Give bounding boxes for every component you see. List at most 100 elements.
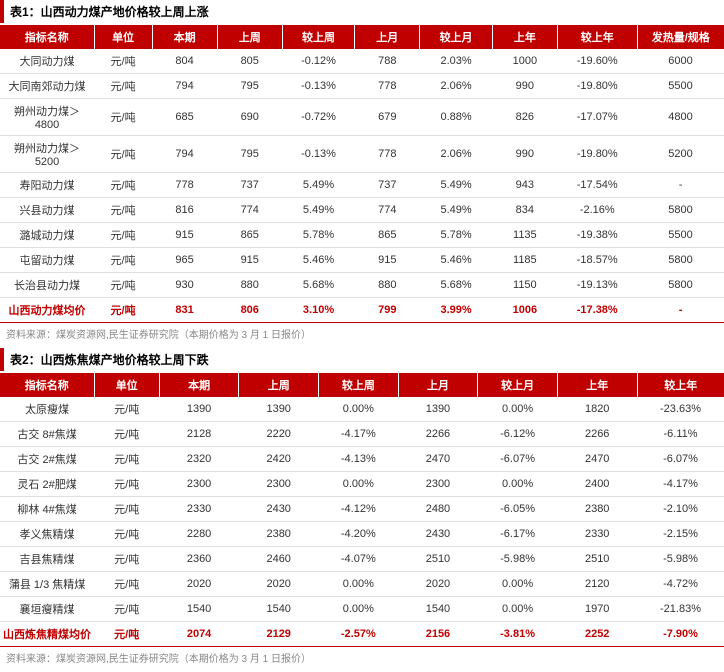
table-cell: -5.98% bbox=[478, 547, 558, 572]
table-cell: 2380 bbox=[239, 522, 319, 547]
table1-block: 表1：山西动力煤产地价格较上周上涨 指标名称单位本期上周较上周上月较上月上年较上… bbox=[0, 0, 724, 344]
table-cell: -0.13% bbox=[282, 136, 354, 173]
table-cell: 2480 bbox=[398, 497, 478, 522]
avg-cell: - bbox=[637, 298, 724, 323]
table-cell: -4.17% bbox=[319, 422, 399, 447]
table-cell: -4.20% bbox=[319, 522, 399, 547]
table-cell: 0.00% bbox=[319, 597, 399, 622]
table-cell: 1000 bbox=[492, 49, 557, 74]
table2-body: 太原瘦煤元/吨139013900.00%13900.00%1820-23.63%… bbox=[0, 397, 724, 647]
table-cell: -4.13% bbox=[319, 447, 399, 472]
table-cell: 915 bbox=[152, 223, 217, 248]
table-row: 灵石 2#肥煤元/吨230023000.00%23000.00%2400-4.1… bbox=[0, 472, 724, 497]
avg-cell: 2074 bbox=[159, 622, 239, 647]
table-cell: 5.78% bbox=[282, 223, 354, 248]
table-cell: -19.80% bbox=[557, 136, 637, 173]
table-cell: -6.07% bbox=[478, 447, 558, 472]
table-cell: 990 bbox=[492, 136, 557, 173]
avg-row: 山西动力煤均价元/吨8318063.10%7993.99%1006-17.38%… bbox=[0, 298, 724, 323]
table-cell: 吉县焦精煤 bbox=[0, 547, 94, 572]
avg-cell: 2156 bbox=[398, 622, 478, 647]
table-cell: -0.72% bbox=[282, 99, 354, 136]
table2: 指标名称单位本期上周较上周上月较上月上年较上年 太原瘦煤元/吨139013900… bbox=[0, 373, 724, 647]
table-cell: -19.13% bbox=[557, 273, 637, 298]
table-cell: 古交 2#焦煤 bbox=[0, 447, 94, 472]
table-cell: 2430 bbox=[239, 497, 319, 522]
table-cell: 5.49% bbox=[282, 173, 354, 198]
avg-cell: 山西动力煤均价 bbox=[0, 298, 94, 323]
table-cell: 0.00% bbox=[319, 397, 399, 422]
table1-body: 大同动力煤元/吨804805-0.12%7882.03%1000-19.60%6… bbox=[0, 49, 724, 323]
table-cell: 2128 bbox=[159, 422, 239, 447]
table-cell: 屯留动力煤 bbox=[0, 248, 94, 273]
table-row: 朔州动力煤＞4800元/吨685690-0.72%6790.88%826-17.… bbox=[0, 99, 724, 136]
table-cell: 737 bbox=[355, 173, 420, 198]
table-cell: 朔州动力煤＞4800 bbox=[0, 99, 94, 136]
table-cell: 774 bbox=[355, 198, 420, 223]
table-cell: 朔州动力煤＞5200 bbox=[0, 136, 94, 173]
table-row: 长治县动力煤元/吨9308805.68%8805.68%1150-19.13%5… bbox=[0, 273, 724, 298]
table-cell: 元/吨 bbox=[94, 472, 159, 497]
table-cell: -6.17% bbox=[478, 522, 558, 547]
table-cell: 965 bbox=[152, 248, 217, 273]
column-header: 较上月 bbox=[478, 373, 558, 397]
table-row: 大同动力煤元/吨804805-0.12%7882.03%1000-19.60%6… bbox=[0, 49, 724, 74]
table-cell: 685 bbox=[152, 99, 217, 136]
table-row: 大同南郊动力煤元/吨794795-0.13%7782.06%990-19.80%… bbox=[0, 74, 724, 99]
avg-cell: 2252 bbox=[557, 622, 637, 647]
table-cell: 0.00% bbox=[478, 597, 558, 622]
table-cell: -4.72% bbox=[637, 572, 724, 597]
table-cell: -19.80% bbox=[557, 74, 637, 99]
table-cell: 1185 bbox=[492, 248, 557, 273]
avg-cell: 3.10% bbox=[282, 298, 354, 323]
table-cell: 2360 bbox=[159, 547, 239, 572]
table-cell: 2320 bbox=[159, 447, 239, 472]
table-cell: 1970 bbox=[557, 597, 637, 622]
table-cell: -18.57% bbox=[557, 248, 637, 273]
column-header: 较上周 bbox=[282, 25, 354, 49]
table2-title: 表2：山西炼焦煤产地价格较上周下跌 bbox=[0, 348, 724, 371]
table-cell: 0.00% bbox=[319, 572, 399, 597]
table-cell: 804 bbox=[152, 49, 217, 74]
table-row: 朔州动力煤＞5200元/吨794795-0.13%7782.06%990-19.… bbox=[0, 136, 724, 173]
table-cell: 2300 bbox=[398, 472, 478, 497]
table-row: 古交 8#焦煤元/吨21282220-4.17%2266-6.12%2266-6… bbox=[0, 422, 724, 447]
table-cell: 2470 bbox=[398, 447, 478, 472]
table-cell: -0.13% bbox=[282, 74, 354, 99]
column-header: 上月 bbox=[398, 373, 478, 397]
table-row: 古交 2#焦煤元/吨23202420-4.13%2470-6.07%2470-6… bbox=[0, 447, 724, 472]
table-cell: 元/吨 bbox=[94, 223, 152, 248]
table-cell: 915 bbox=[217, 248, 282, 273]
table-row: 柳林 4#焦煤元/吨23302430-4.12%2480-6.05%2380-2… bbox=[0, 497, 724, 522]
avg-row: 山西炼焦精煤均价元/吨20742129-2.57%2156-3.81%2252-… bbox=[0, 622, 724, 647]
table-cell: 930 bbox=[152, 273, 217, 298]
table-cell: 寿阳动力煤 bbox=[0, 173, 94, 198]
table-cell: 元/吨 bbox=[94, 397, 159, 422]
table-cell: -17.54% bbox=[557, 173, 637, 198]
table-cell: 2380 bbox=[557, 497, 637, 522]
table-cell: 元/吨 bbox=[94, 547, 159, 572]
table-cell: 737 bbox=[217, 173, 282, 198]
table-cell: 795 bbox=[217, 74, 282, 99]
table-row: 孝义焦精煤元/吨22802380-4.20%2430-6.17%2330-2.1… bbox=[0, 522, 724, 547]
avg-cell: 2129 bbox=[239, 622, 319, 647]
table-cell: 1390 bbox=[159, 397, 239, 422]
column-header: 上年 bbox=[492, 25, 557, 49]
avg-cell: 799 bbox=[355, 298, 420, 323]
column-header: 发热量/规格 bbox=[637, 25, 724, 49]
table-cell: 襄垣瘦精煤 bbox=[0, 597, 94, 622]
table-cell: 880 bbox=[217, 273, 282, 298]
avg-cell: -2.57% bbox=[319, 622, 399, 647]
table-cell: 1150 bbox=[492, 273, 557, 298]
table-cell: 2510 bbox=[398, 547, 478, 572]
table-cell: 943 bbox=[492, 173, 557, 198]
table-cell: 2020 bbox=[398, 572, 478, 597]
table-cell: -19.38% bbox=[557, 223, 637, 248]
table-cell: 元/吨 bbox=[94, 74, 152, 99]
table-cell: 元/吨 bbox=[94, 49, 152, 74]
table-cell: 5.49% bbox=[282, 198, 354, 223]
table-cell: 2330 bbox=[159, 497, 239, 522]
table-cell: 826 bbox=[492, 99, 557, 136]
table-row: 太原瘦煤元/吨139013900.00%13900.00%1820-23.63% bbox=[0, 397, 724, 422]
table-cell: 794 bbox=[152, 74, 217, 99]
